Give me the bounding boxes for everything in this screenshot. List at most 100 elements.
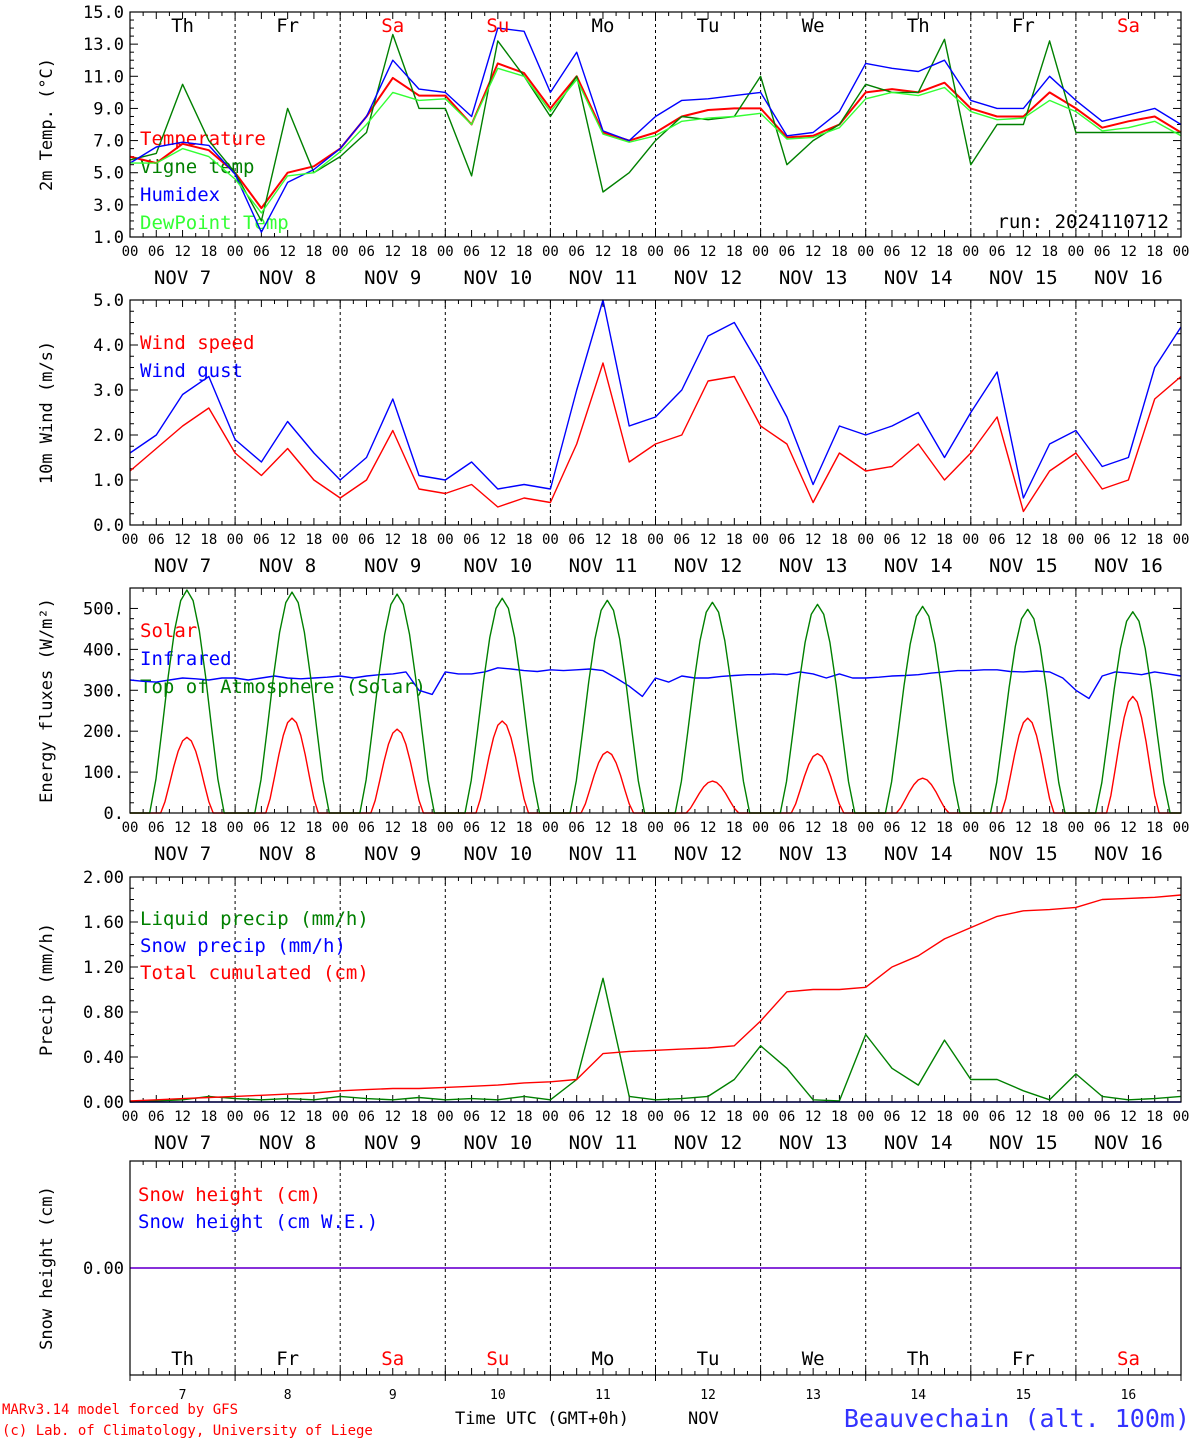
hour-tick-label: 00 xyxy=(542,820,559,836)
hour-tick-label: 06 xyxy=(673,820,690,836)
date-label: NOV 10 xyxy=(464,555,533,577)
x-axis-label: Time UTC (GMT+0h) xyxy=(455,1409,629,1429)
hour-tick-label: 06 xyxy=(148,820,165,836)
hour-tick-label: 18 xyxy=(1146,244,1163,260)
date-label: NOV 7 xyxy=(154,843,211,865)
hour-tick-label: 12 xyxy=(279,244,296,260)
hour-tick-label: 00 xyxy=(122,244,139,260)
hour-tick-label: 06 xyxy=(148,244,165,260)
hour-tick-label: 12 xyxy=(279,532,296,548)
hour-tick-label: 12 xyxy=(805,1109,822,1125)
hour-tick-label: 18 xyxy=(411,1109,428,1125)
date-label: NOV 12 xyxy=(674,1132,743,1154)
hour-tick-label: 00 xyxy=(962,1109,979,1125)
date-label: NOV 10 xyxy=(464,843,533,865)
hour-tick-label: 00 xyxy=(647,532,664,548)
weekday-label: Fr xyxy=(276,1348,299,1370)
day-number-label: 11 xyxy=(595,1388,611,1403)
hour-tick-label: 12 xyxy=(384,244,401,260)
date-label: NOV 12 xyxy=(674,267,743,289)
hour-tick-label: 06 xyxy=(358,532,375,548)
hour-tick-label: 06 xyxy=(568,244,585,260)
plot-frame xyxy=(129,876,1182,1103)
weekday-label: Mo xyxy=(592,1348,615,1370)
hour-tick-label: 06 xyxy=(1094,820,1111,836)
y-tick-label: 200. xyxy=(83,722,124,742)
x-axis-month: NOV xyxy=(688,1409,719,1429)
hour-tick-label: 00 xyxy=(437,1109,454,1125)
hour-tick-label: 00 xyxy=(962,532,979,548)
day-number-label: 15 xyxy=(1016,1388,1032,1403)
hour-tick-label: 18 xyxy=(411,244,428,260)
y-axis-label: 2m Temp. (°C) xyxy=(37,58,57,191)
hour-tick-label: 06 xyxy=(148,1109,165,1125)
hour-tick-label: 18 xyxy=(1146,820,1163,836)
hour-tick-label: 06 xyxy=(884,820,901,836)
hour-tick-label: 18 xyxy=(726,1109,743,1125)
hour-tick-label: 06 xyxy=(778,532,795,548)
hour-tick-label: 12 xyxy=(1120,532,1137,548)
hour-tick-label: 00 xyxy=(752,1109,769,1125)
series-line-top-of-atmosphere-solar- xyxy=(130,589,1181,814)
hour-tick-label: 12 xyxy=(174,1109,191,1125)
weekday-label: Th xyxy=(171,15,194,37)
hour-tick-label: 12 xyxy=(174,244,191,260)
hour-tick-label: 00 xyxy=(227,244,244,260)
hour-tick-label: 00 xyxy=(332,532,349,548)
hour-tick-label: 12 xyxy=(700,532,717,548)
hour-tick-label: 12 xyxy=(595,244,612,260)
date-label: NOV 7 xyxy=(154,1132,211,1154)
hour-tick-label: 06 xyxy=(568,820,585,836)
y-tick-label: 1.20 xyxy=(83,958,124,978)
hour-tick-label: 12 xyxy=(279,820,296,836)
y-tick-label: 5.0 xyxy=(93,164,124,184)
y-tick-label: 400. xyxy=(83,640,124,660)
y-tick-label: 0.40 xyxy=(83,1048,124,1068)
hour-tick-label: 18 xyxy=(726,820,743,836)
y-tick-label: 1.60 xyxy=(83,913,124,933)
hour-tick-label: 00 xyxy=(122,1109,139,1125)
hour-tick-label: 06 xyxy=(989,1109,1006,1125)
hour-tick-label: 18 xyxy=(621,1109,638,1125)
hour-tick-label: 12 xyxy=(805,820,822,836)
hour-tick-label: 00 xyxy=(332,244,349,260)
hour-tick-label: 00 xyxy=(542,532,559,548)
date-label: NOV 7 xyxy=(154,267,211,289)
hour-tick-label: 00 xyxy=(122,820,139,836)
date-label: NOV 14 xyxy=(884,843,953,865)
legend-entry: Top of Atmosphere (Solar) xyxy=(140,676,426,698)
y-tick-label: 11.0 xyxy=(83,67,124,87)
hour-tick-label: 00 xyxy=(647,244,664,260)
series-line-vigne-temp xyxy=(129,33,1181,222)
hour-tick-label: 12 xyxy=(1015,820,1032,836)
hour-tick-label: 18 xyxy=(621,820,638,836)
hour-tick-label: 00 xyxy=(227,1109,244,1125)
hour-tick-label: 06 xyxy=(463,532,480,548)
weekday-label: Sa xyxy=(381,15,404,37)
legend-entry: Solar xyxy=(140,620,197,642)
date-label: NOV 13 xyxy=(779,267,848,289)
date-label: NOV 8 xyxy=(259,555,316,577)
hour-tick-label: 18 xyxy=(516,820,533,836)
hour-tick-label: 12 xyxy=(805,532,822,548)
hour-tick-label: 18 xyxy=(621,532,638,548)
series-line-humidex xyxy=(129,27,1182,233)
hour-tick-label: 18 xyxy=(305,1109,322,1125)
panel-precip: 0.00 0.40 0.80 1.20 1.60 2.00 Precip (mm/h) Liq… xyxy=(37,868,1189,1154)
hour-tick-label: 12 xyxy=(1120,820,1137,836)
hour-tick-label: 00 xyxy=(1173,244,1190,260)
hour-tick-label: 00 xyxy=(542,244,559,260)
day-number-label: 12 xyxy=(700,1388,716,1403)
hour-tick-label: 00 xyxy=(1067,532,1084,548)
legend-entry: Snow height (cm W.E.) xyxy=(138,1211,378,1233)
hour-tick-label: 18 xyxy=(200,1109,217,1125)
series-line-temperature xyxy=(129,62,1182,210)
y-axis-label: Precip (mm/h) xyxy=(37,923,57,1056)
hour-tick-label: 12 xyxy=(279,1109,296,1125)
day-number-label: 16 xyxy=(1121,1388,1137,1403)
hour-tick-label: 06 xyxy=(884,1109,901,1125)
hour-tick-label: 06 xyxy=(989,820,1006,836)
hour-tick-label: 06 xyxy=(673,1109,690,1125)
legend: Wind speed Wind gust xyxy=(140,332,254,382)
